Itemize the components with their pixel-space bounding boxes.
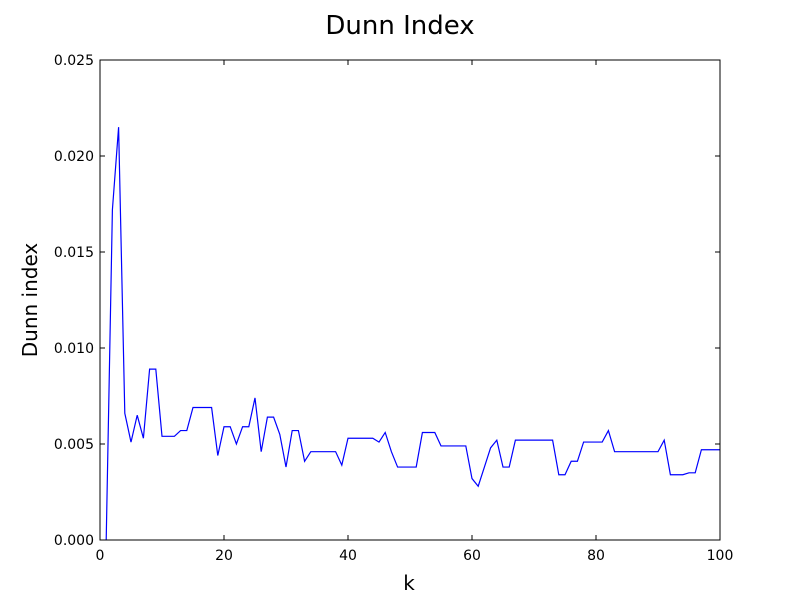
y-tick-label: 0.025 bbox=[54, 53, 94, 69]
y-tick-label: 0.015 bbox=[54, 245, 94, 261]
x-tick-label: 80 bbox=[587, 548, 605, 564]
x-tick-label: 60 bbox=[463, 548, 481, 564]
axis-ticks: 0 20 40 60 80 100 0.000 0.005 0.010 0.015 0.020 0.0… bbox=[54, 53, 733, 564]
x-axis-label: k bbox=[403, 571, 415, 595]
y-tick-label: 0.005 bbox=[54, 437, 94, 453]
x-tick-label: 0 bbox=[96, 548, 105, 564]
x-tick-label: 20 bbox=[215, 548, 233, 564]
x-tick-label: 40 bbox=[339, 548, 357, 564]
series-line bbox=[105, 127, 720, 541]
y-tick-label: 0.020 bbox=[54, 149, 94, 165]
plot-frame bbox=[99, 59, 721, 541]
x-tick-label: 100 bbox=[707, 548, 734, 564]
series-layer bbox=[105, 127, 720, 541]
chart-title: Dunn Index bbox=[325, 11, 474, 41]
y-axis-label: Dunn index bbox=[18, 243, 42, 358]
y-tick-label: 0.010 bbox=[54, 341, 94, 357]
y-tick-label: 0.000 bbox=[54, 533, 94, 549]
